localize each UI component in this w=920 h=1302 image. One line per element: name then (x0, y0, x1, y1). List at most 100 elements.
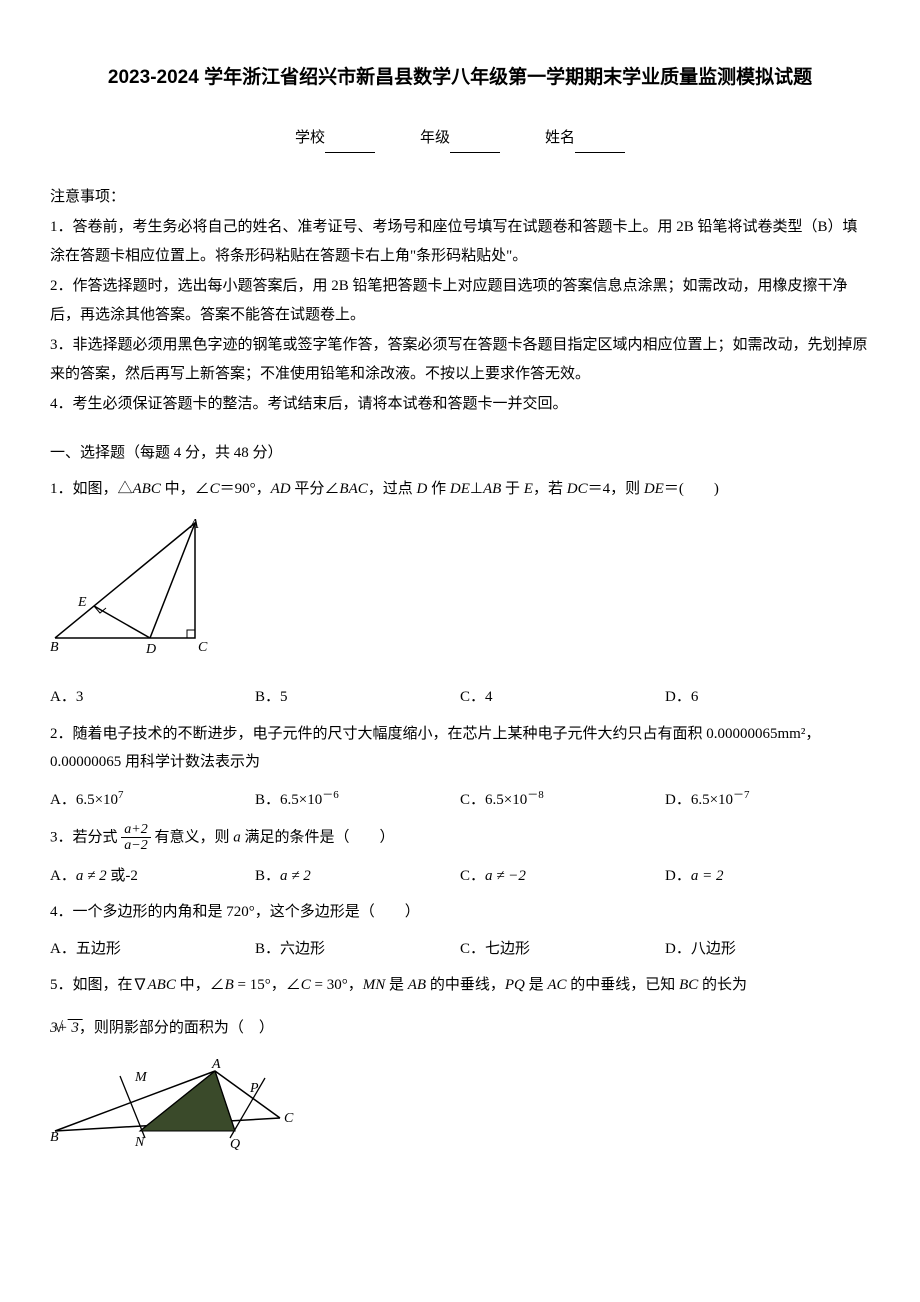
q5-t: = 30°， (311, 977, 363, 993)
q2-option-c: C．6.5×10－8 (460, 785, 665, 815)
q3-pre: 3．若分式 (50, 829, 118, 845)
q5-t: 是 (525, 977, 548, 993)
q3-option-d: D．a = 2 (665, 862, 870, 891)
triangle-figure-icon: B D C A E (50, 518, 220, 663)
q5-end: ，则阴影部分的面积为（ ） (79, 1020, 274, 1036)
q1-dc: DC (567, 481, 588, 497)
q1-option-b: B．5 (255, 683, 460, 712)
q3a-pre: A． (50, 868, 76, 884)
q1-option-c: C．4 (460, 683, 665, 712)
q1-c: C (210, 481, 220, 497)
notice-item: 4．考生必须保证答题卡的整洁。考试结束后，请将本试卷和答题卡一并交回。 (50, 390, 870, 419)
notice-item: 3．非选择题必须用黑色字迹的钢笔或签字笔作答，答案必须写在答题卡各题目指定区域内… (50, 331, 870, 388)
exam-title: 2023-2024 学年浙江省绍兴市新昌县数学八年级第一学期期末学业质量监测模拟… (50, 60, 870, 96)
q1-options: A．3 B．5 C．4 D．6 (50, 683, 870, 712)
q1-text: ，过点 (368, 481, 417, 497)
q3c-expr: a ≠ −2 (485, 868, 526, 884)
q5-radical-icon: √ (55, 1020, 63, 1036)
q5-ab: AB (408, 977, 426, 993)
school-blank (325, 135, 375, 153)
q1-text: ⊥ (470, 481, 483, 497)
q2-option-b: B．6.5×10－6 (255, 785, 460, 815)
section-1-header: 一、选择题（每题 4 分，共 48 分） (50, 439, 870, 468)
notice-item: 2．作答选择题时，选出每小题答案后，用 2B 铅笔把答题卡上对应题目选项的答案信… (50, 272, 870, 329)
svg-text:B: B (50, 640, 59, 655)
q2b-sup: －6 (322, 789, 339, 801)
q2d-sup: －7 (733, 789, 750, 801)
q3a-expr: a ≠ 2 (76, 868, 107, 884)
q2-options: A．6.5×107 B．6.5×10－6 C．6.5×10－8 D．6.5×10… (50, 785, 870, 815)
q5-t: 的长为 (698, 977, 747, 993)
q1-text: 1．如图，△ (50, 481, 133, 497)
q2c-sup: －8 (527, 789, 544, 801)
q3-options: A．a ≠ 2 或-2 B．a ≠ 2 C．a ≠ −2 D．a = 2 (50, 862, 870, 891)
name-label: 姓名 (545, 130, 575, 146)
q2-option-a: A．6.5×107 (50, 785, 255, 815)
q1-ad: AD (271, 481, 291, 497)
q5-b: B (225, 977, 234, 993)
q4-option-b: B．六边形 (255, 935, 460, 964)
q1-de2: DE (644, 481, 664, 497)
q1-e: E (524, 481, 533, 497)
q1-text: ，若 (533, 481, 567, 497)
q1-d: D (417, 481, 428, 497)
student-info-line: 学校 年级 姓名 (50, 124, 870, 153)
q5-t: 的中垂线，已知 (567, 977, 680, 993)
q1-de: DE (450, 481, 470, 497)
q2a-pre: A．6.5×10 (50, 792, 118, 808)
q4-option-d: D．八边形 (665, 935, 870, 964)
q3-mid: 有意义，则 (154, 829, 233, 845)
question-2: 2．随着电子技术的不断进步，电子元件的尺寸大幅度缩小，在芯片上某种电子元件大约只… (50, 720, 870, 777)
name-blank (575, 135, 625, 153)
q1-text: 中，∠ (161, 481, 210, 497)
q5-mn: MN (363, 977, 386, 993)
q1-text: 于 (501, 481, 524, 497)
q2-line1: 2．随着电子技术的不断进步，电子元件的尺寸大幅度缩小，在芯片上某种电子元件大约只… (50, 720, 870, 749)
question-3: 3．若分式 a+2a−2 有意义，则 a 满足的条件是（ ） (50, 822, 870, 854)
q2d-pre: D．6.5×10 (665, 792, 733, 808)
q2a-sup: 7 (118, 789, 124, 801)
svg-text:B: B (50, 1130, 59, 1145)
q4-options: A．五边形 B．六边形 C．七边形 D．八边形 (50, 935, 870, 964)
q5-t: = 15°，∠ (234, 977, 301, 993)
question-4: 4．一个多边形的内角和是 720°，这个多边形是（ ） (50, 898, 870, 927)
q1-text: ＝( ) (664, 481, 719, 497)
svg-text:A: A (189, 518, 199, 532)
figure-2: B N Q C A M P (50, 1056, 870, 1167)
q1-ab: AB (483, 481, 501, 497)
q5-ac: AC (547, 977, 566, 993)
svg-text:C: C (198, 640, 208, 655)
q4-option-a: A．五边形 (50, 935, 255, 964)
q2b-pre: B．6.5×10 (255, 792, 322, 808)
svg-text:P: P (249, 1081, 259, 1096)
svg-text:N: N (134, 1135, 145, 1150)
q5-bc: BC (679, 977, 698, 993)
q1-option-d: D．6 (665, 683, 870, 712)
svg-text:D: D (145, 642, 156, 657)
q3d-pre: D． (665, 868, 691, 884)
q5-t: 的中垂线， (426, 977, 505, 993)
q5-c: C (301, 977, 311, 993)
q1-text: ＝90°， (220, 481, 271, 497)
q3c-pre: C． (460, 868, 485, 884)
question-5: 5．如图，在∇ABC 中，∠B = 15°，∠C = 30°，MN 是 AB 的… (50, 971, 870, 1000)
q1-bac: BAC (339, 481, 367, 497)
q3a-suf: 或-2 (107, 868, 138, 884)
school-label: 学校 (295, 130, 325, 146)
q3d-expr: a = 2 (691, 868, 724, 884)
notice-title: 注意事项： (50, 183, 870, 212)
q3-fraction: a+2a−2 (121, 822, 150, 854)
svg-text:C: C (284, 1111, 294, 1126)
q1-abc: ABC (133, 481, 161, 497)
q2-line2: 0.00000065 用科学计数法表示为 (50, 748, 870, 777)
q1-text: 作 (427, 481, 450, 497)
svg-text:M: M (134, 1070, 148, 1085)
q2-option-d: D．6.5×10－7 (665, 785, 870, 815)
q5-pre: 5．如图，在∇ (50, 977, 148, 993)
q3-frac-den: a−2 (121, 838, 150, 853)
q3-option-b: B．a ≠ 2 (255, 862, 460, 891)
question-5-line2: 3+ 3 √，则阴影部分的面积为（ ） (50, 1014, 870, 1043)
svg-text:Q: Q (230, 1137, 240, 1152)
svg-text:A: A (211, 1057, 221, 1072)
shaded-triangle-figure-icon: B N Q C A M P (50, 1056, 300, 1156)
